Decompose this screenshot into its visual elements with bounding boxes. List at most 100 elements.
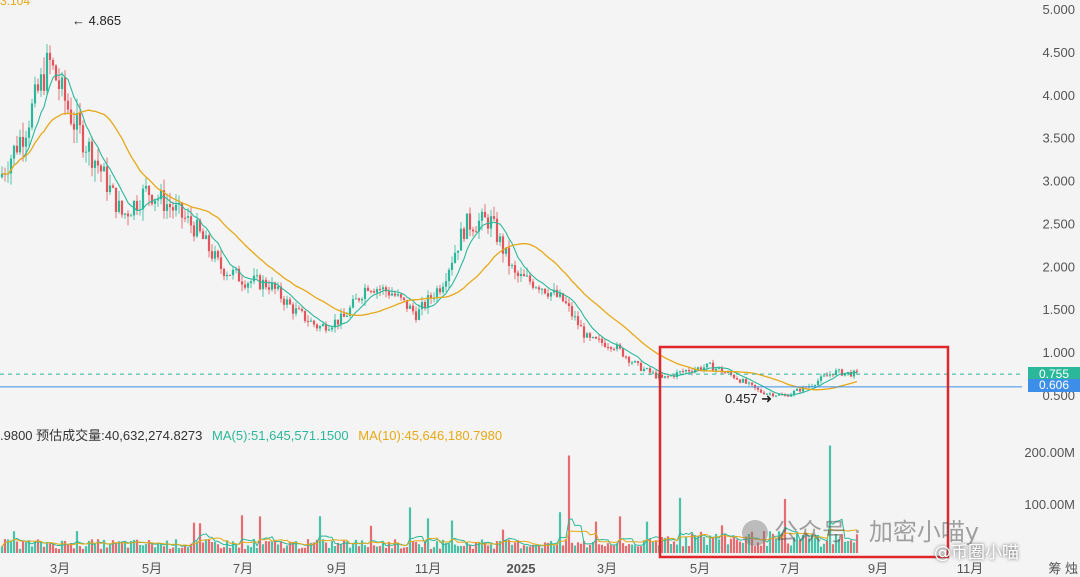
candle-body	[270, 282, 274, 290]
candle-body	[267, 287, 271, 290]
candle-body	[474, 231, 478, 233]
candle-body	[84, 151, 88, 153]
candle-body	[57, 80, 61, 89]
volume-bar	[60, 540, 64, 553]
candle-body	[624, 356, 628, 358]
volume-bar	[165, 540, 169, 553]
volume-bar	[333, 545, 337, 553]
candle-body	[528, 275, 532, 282]
candle-body	[366, 287, 370, 291]
volume-bar	[579, 543, 583, 553]
volume-bar	[255, 547, 259, 553]
volume-bar	[723, 533, 727, 553]
volume-bar	[216, 544, 220, 553]
volume-bar	[522, 545, 526, 553]
candle-body	[69, 109, 73, 124]
candle-body	[660, 374, 664, 378]
volume-bar	[687, 546, 691, 553]
volume-bar	[300, 547, 304, 553]
candle-body	[696, 367, 700, 370]
time-tick-label: 9月	[868, 561, 888, 576]
price-tick-label: 1.500	[1042, 302, 1075, 317]
volume-bar	[435, 541, 439, 553]
candle-body	[786, 395, 790, 397]
volume-bar	[825, 540, 829, 553]
candle-body	[285, 299, 289, 305]
candle-body	[369, 290, 373, 292]
hline-price-tag: 0.606	[1028, 379, 1080, 392]
ma-slow-line	[1, 109, 858, 391]
candle-body	[549, 292, 553, 297]
candle-body	[765, 393, 769, 395]
volume-bar	[129, 541, 133, 553]
candle-body	[489, 216, 493, 229]
volume-bar	[120, 541, 124, 553]
volume-bar	[708, 535, 712, 553]
volume-bar	[174, 539, 178, 553]
candle-body	[693, 369, 697, 373]
candle-body	[210, 251, 214, 259]
volume-bar	[396, 543, 400, 553]
volume-bar	[807, 538, 811, 553]
candle-body	[729, 372, 733, 375]
volume-bar	[465, 542, 469, 553]
volume-bar	[654, 540, 658, 553]
volume-bar	[651, 542, 655, 553]
volume-bar	[228, 547, 232, 553]
volume-bar	[684, 536, 688, 553]
candle-body	[9, 158, 13, 174]
volume-bar	[519, 548, 523, 553]
watermark: 公众号 · 加密小喵y	[742, 512, 979, 547]
candle-body	[447, 269, 451, 282]
candle-body	[762, 392, 766, 395]
candle-body	[534, 287, 538, 289]
candle-body	[114, 187, 118, 212]
candle-body	[654, 372, 658, 379]
candle-body	[282, 298, 286, 305]
volume-bar	[6, 539, 10, 553]
volume-bar	[99, 548, 103, 553]
volume-bar	[207, 539, 211, 553]
volume-bar	[822, 543, 826, 553]
volume-bar	[588, 544, 592, 553]
right-edge-label: 筹 烛	[1048, 561, 1078, 576]
candle-body	[387, 291, 391, 296]
volume-bar	[414, 542, 418, 553]
volume-bar	[411, 541, 415, 553]
volume-bar	[360, 540, 364, 553]
volume-bar	[660, 537, 664, 553]
candle-body	[237, 268, 241, 282]
candle-body	[750, 382, 754, 385]
volume-bar	[327, 547, 331, 553]
candle-body	[357, 298, 361, 301]
candle-body	[408, 305, 412, 309]
volume-bar	[489, 544, 493, 553]
candle-body	[741, 378, 745, 383]
volume-bar	[402, 547, 406, 553]
candle-body	[699, 367, 703, 371]
high-annotation: ← 4.865	[72, 13, 121, 28]
volume-bar	[156, 543, 160, 553]
candle-body	[747, 382, 751, 384]
candle-body	[201, 231, 205, 240]
volume-bar	[552, 545, 556, 553]
volume-bar	[306, 539, 310, 553]
candle-body	[819, 376, 823, 381]
watermark-text: 公众号 · 加密小喵y	[774, 518, 980, 546]
volume-bar	[780, 533, 784, 553]
volume-bar	[246, 545, 250, 553]
volume-bar	[735, 539, 739, 553]
candle-body	[792, 390, 796, 395]
volume-bar	[84, 546, 88, 553]
candle-body	[276, 286, 280, 289]
volume-bar	[612, 545, 616, 553]
volume-bar	[450, 520, 454, 553]
volume-bar	[840, 534, 844, 553]
volume-bar	[420, 547, 424, 553]
volume-bar	[732, 536, 736, 553]
volume-bar	[258, 516, 262, 553]
volume-bar	[453, 544, 457, 553]
candle-body	[162, 190, 166, 211]
volume-bar	[690, 533, 694, 553]
